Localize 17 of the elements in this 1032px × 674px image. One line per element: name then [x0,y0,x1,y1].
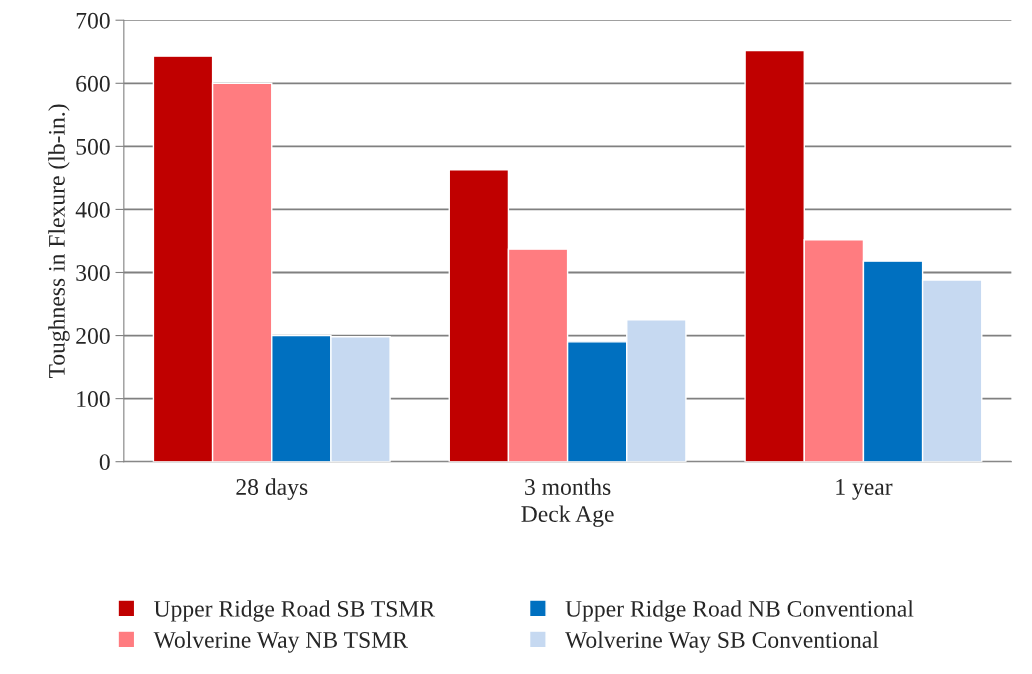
y-tick-label: 0 [99,454,110,471]
legend-label: Wolverine Way SB Conventional [565,631,879,653]
x-tick-label: 3 months [525,478,611,495]
x-axis-title: Deck Age [521,505,614,527]
legend-label: Upper Ridge Road NB Conventional [565,600,914,622]
legend-label: Wolverine Way NB TSMR [153,631,408,653]
y-tick-label: 500 [76,138,110,155]
y-tick-label: 300 [76,264,110,281]
y-axis-title: Toughness in Flexure (lb-in.) [48,104,70,379]
y-tick-label: 200 [76,328,110,344]
y-tick-label: 700 [76,12,110,29]
x-tick-label: 28 days [236,478,308,500]
y-tick-label: 400 [75,201,110,218]
x-tick-label: 1 year [836,479,893,500]
y-tick-label: 100 [77,391,110,408]
legend-label: Upper Ridge Road SB TSMR [154,600,436,622]
y-tick-label: 600 [76,75,110,92]
